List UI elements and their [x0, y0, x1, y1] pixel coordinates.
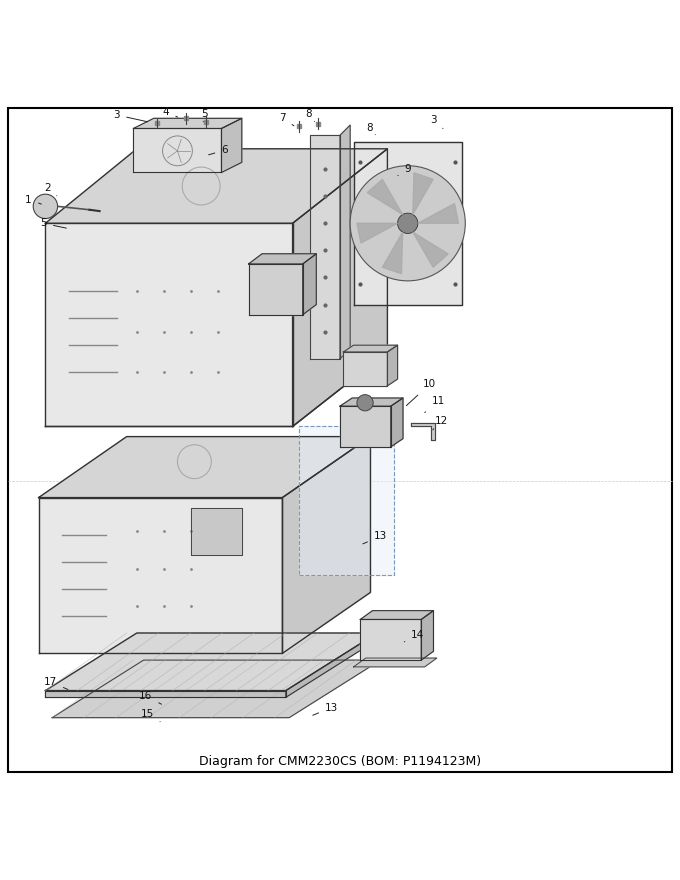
Polygon shape	[191, 508, 242, 555]
Polygon shape	[413, 232, 448, 268]
Polygon shape	[343, 352, 388, 385]
Polygon shape	[52, 660, 381, 718]
Circle shape	[33, 194, 58, 218]
Polygon shape	[303, 253, 316, 315]
Text: 3: 3	[430, 115, 443, 128]
Polygon shape	[309, 136, 340, 359]
Circle shape	[357, 394, 373, 411]
Polygon shape	[422, 611, 433, 660]
Polygon shape	[357, 224, 398, 243]
Polygon shape	[413, 172, 433, 215]
Text: 12: 12	[432, 416, 448, 429]
Polygon shape	[133, 128, 222, 172]
Polygon shape	[39, 497, 282, 653]
Text: 3: 3	[113, 110, 148, 121]
Polygon shape	[388, 345, 398, 385]
Polygon shape	[340, 125, 350, 359]
Text: 10: 10	[407, 379, 436, 406]
Text: 4: 4	[163, 106, 177, 117]
Polygon shape	[249, 253, 316, 264]
Polygon shape	[282, 436, 371, 653]
Text: Diagram for CMM2230CS (BOM: P1194123M): Diagram for CMM2230CS (BOM: P1194123M)	[199, 755, 481, 768]
Polygon shape	[39, 436, 371, 497]
Text: 16: 16	[139, 691, 161, 704]
Polygon shape	[360, 620, 422, 660]
Text: 5: 5	[40, 218, 67, 228]
Polygon shape	[340, 398, 403, 407]
Text: 17: 17	[44, 677, 68, 689]
Polygon shape	[46, 224, 292, 427]
Polygon shape	[354, 658, 437, 667]
Polygon shape	[133, 118, 242, 128]
Polygon shape	[391, 398, 403, 447]
Polygon shape	[354, 142, 462, 304]
Polygon shape	[343, 345, 398, 352]
Text: 8: 8	[366, 123, 375, 135]
Text: 15: 15	[140, 709, 160, 722]
Text: 6: 6	[209, 145, 228, 155]
Circle shape	[398, 213, 418, 233]
Text: 14: 14	[405, 630, 424, 642]
Polygon shape	[418, 203, 458, 224]
Polygon shape	[249, 264, 303, 315]
Polygon shape	[46, 691, 286, 697]
Polygon shape	[382, 232, 403, 274]
Text: 2: 2	[44, 183, 57, 195]
Polygon shape	[340, 407, 391, 447]
Circle shape	[350, 165, 465, 281]
Polygon shape	[292, 149, 388, 427]
Text: 1: 1	[25, 194, 41, 204]
Text: 9: 9	[398, 164, 411, 176]
Text: 13: 13	[313, 702, 339, 715]
Polygon shape	[411, 423, 435, 440]
Text: 7: 7	[279, 114, 294, 126]
Polygon shape	[286, 633, 377, 697]
Polygon shape	[222, 118, 242, 172]
Text: 8: 8	[305, 108, 315, 121]
Polygon shape	[367, 180, 403, 215]
Text: 5: 5	[201, 108, 208, 121]
Text: 13: 13	[363, 532, 387, 544]
Text: 11: 11	[425, 396, 445, 413]
Polygon shape	[46, 149, 388, 224]
Polygon shape	[299, 427, 394, 576]
Polygon shape	[46, 633, 377, 691]
Polygon shape	[360, 611, 433, 620]
